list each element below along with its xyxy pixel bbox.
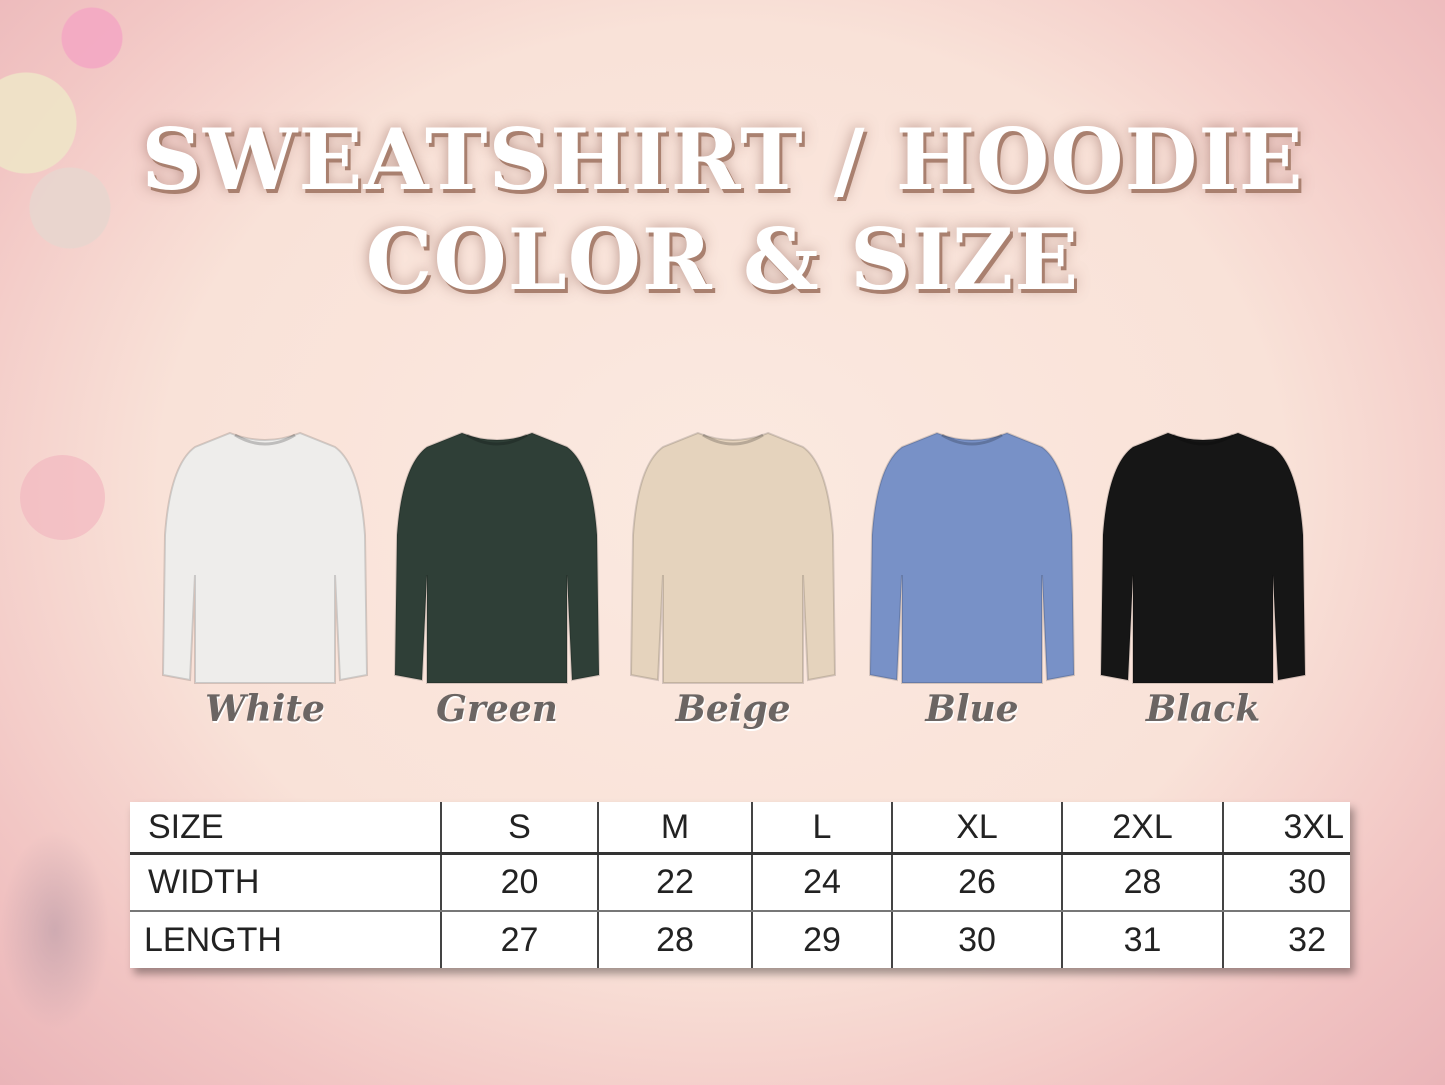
- title-line-2: COLOR & SIZE: [365, 210, 1080, 309]
- header-cell: M: [597, 802, 752, 855]
- sweatshirt-beige: [623, 425, 843, 690]
- cell: 22: [597, 853, 752, 912]
- cell: 29: [751, 911, 892, 968]
- color-label: White: [205, 688, 325, 730]
- color-label: Beige: [675, 688, 791, 730]
- header-cell: 3XL: [1222, 802, 1350, 855]
- color-label: Blue: [925, 688, 1019, 730]
- cell: 27: [440, 911, 598, 968]
- cell: 26: [891, 853, 1062, 912]
- title-line-1: SWEATSHIRT / HOODIE: [141, 110, 1304, 209]
- header-cell: SIZE: [130, 802, 441, 855]
- cell: 28: [1061, 853, 1223, 912]
- sweatshirt-green: [387, 425, 607, 690]
- color-label: Green: [436, 688, 558, 730]
- cell: 31: [1061, 911, 1223, 968]
- table-header-row: SIZE S M L XL 2XL 3XL: [130, 802, 1350, 855]
- header-cell: XL: [891, 802, 1062, 855]
- cell: 28: [597, 911, 752, 968]
- size-table: SIZE S M L XL 2XL 3XL WIDTH 20 22 24 26 …: [130, 802, 1350, 968]
- cell: 20: [440, 853, 598, 912]
- leaf-decoration: [0, 830, 110, 1030]
- color-label: Black: [1145, 688, 1261, 730]
- cell: 24: [751, 853, 892, 912]
- table-row: WIDTH 20 22 24 26 28 30: [130, 853, 1350, 912]
- row-label: LENGTH: [144, 920, 282, 959]
- sweatshirt-blue: [862, 425, 1082, 690]
- sweatshirt-black: [1093, 425, 1313, 690]
- sweatshirt-white: [155, 425, 375, 690]
- cell: 32: [1222, 911, 1350, 968]
- header-cell: S: [440, 802, 598, 855]
- cell: 30: [1222, 853, 1350, 912]
- header-cell: 2XL: [1061, 802, 1223, 855]
- button-decoration: [20, 455, 105, 540]
- cell: 30: [891, 911, 1062, 968]
- row-label: WIDTH: [130, 853, 441, 912]
- header-cell: L: [751, 802, 892, 855]
- table-row: LENGTH 27 28 29 30 31 32: [130, 911, 1350, 968]
